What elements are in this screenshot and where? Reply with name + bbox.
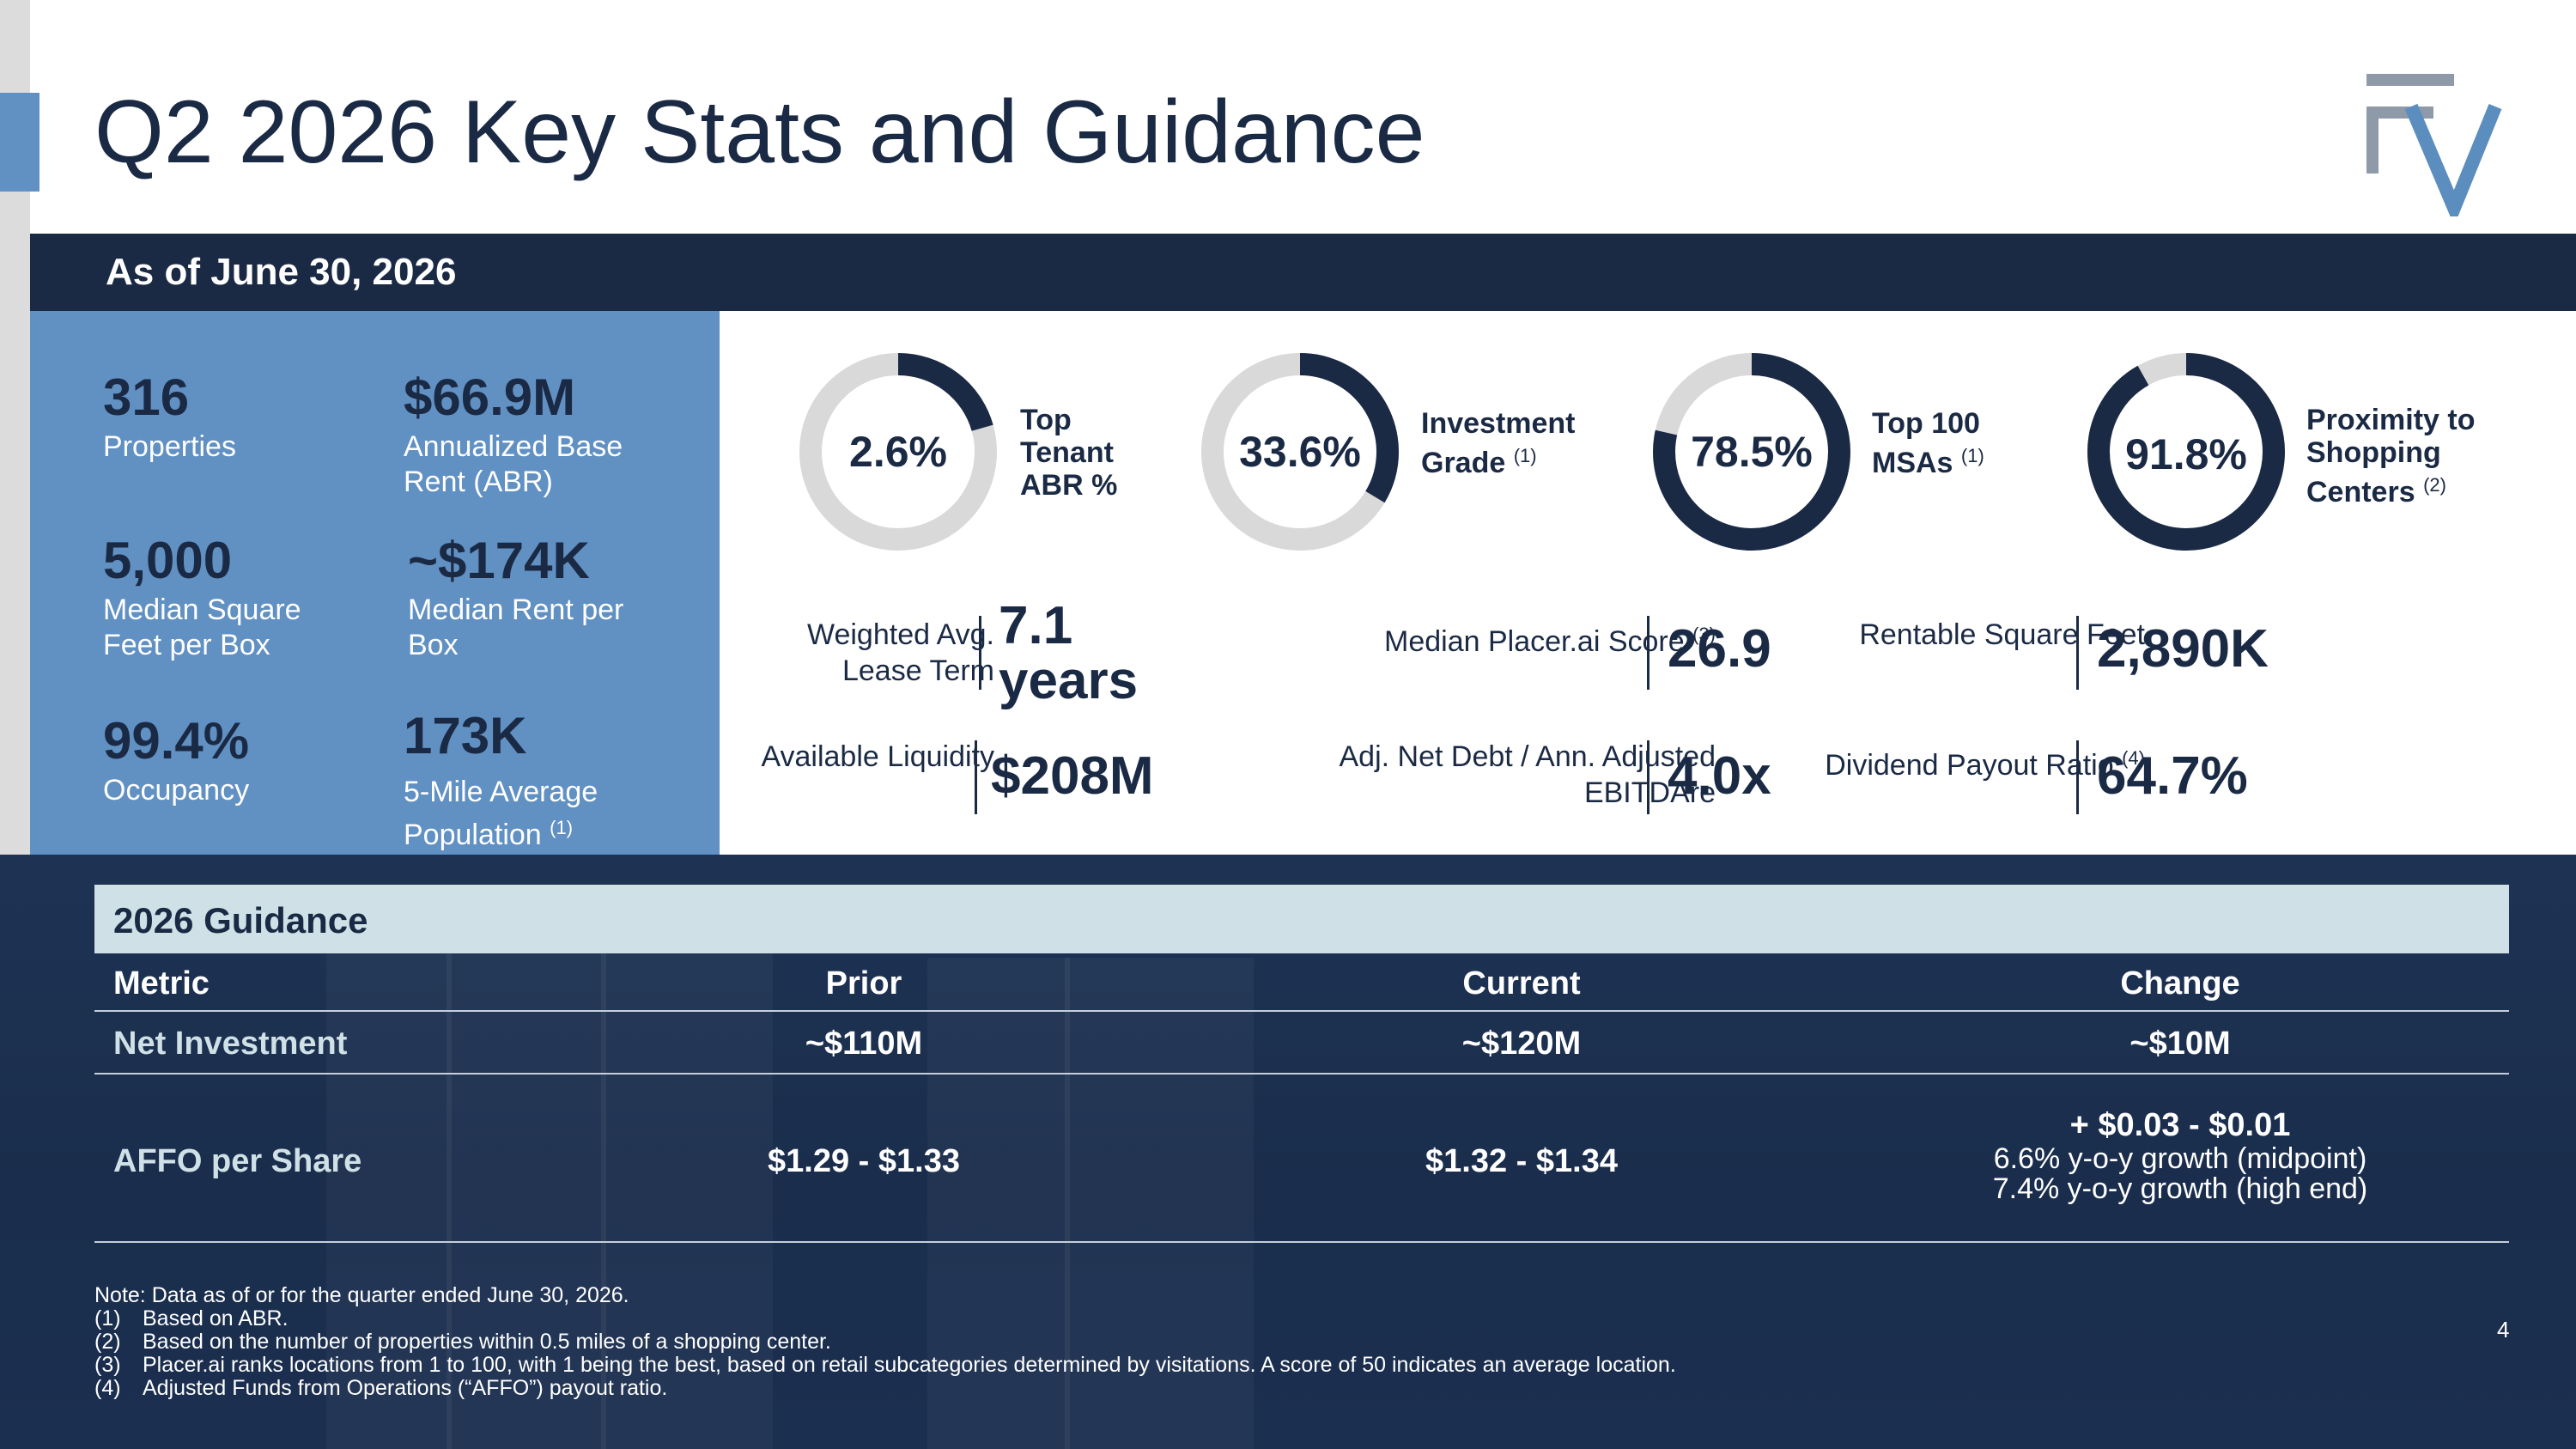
metric-label-placer-score: Median Placer.ai Score (3) [1384, 624, 1716, 658]
metric-divider [979, 616, 981, 690]
column-header-current: Current [1462, 965, 1581, 1002]
donut-arc [1653, 353, 1850, 551]
guidance-current-net-investment: ~$120M [1461, 1026, 1582, 1062]
guidance-column-header-row: Metric Prior Current Change [94, 953, 2509, 1012]
guidance-header: 2026 Guidance [94, 885, 2509, 953]
metric-divider [975, 740, 977, 814]
title-accent-bar [0, 93, 39, 192]
guidance-change-affo: + $0.03 - $0.01 [2069, 1107, 2291, 1143]
footnote-item: (3) Placer.ai ranks locations from 1 to 1… [94, 1353, 1676, 1377]
donut-label-top-tenant: Top Tenant ABR % [1020, 404, 1118, 502]
stat-label-abr: Annualized Base Rent (ABR) [404, 430, 623, 498]
stat-value-median-rent: ~$174K [408, 532, 590, 589]
stat-label-properties: Properties [103, 430, 236, 463]
stat-value-abr: $66.9M [404, 368, 576, 426]
guidance-metric-affo: AFFO per Share [113, 1143, 362, 1179]
metric-divider [2076, 616, 2079, 690]
guidance-prior-affo: $1.29 - $1.33 [768, 1143, 960, 1179]
footnote-item: (1) Based on ABR. [94, 1306, 289, 1330]
donut-label-proximity: Proximity to Shopping Centers (2) [2306, 404, 2476, 508]
guidance-change-affo-midpoint: 6.6% y-o-y growth (midpoint) [1993, 1142, 2367, 1175]
donut-arc [799, 353, 997, 551]
metric-value-placer-score: 26.9 [1668, 619, 1771, 679]
metric-label-liquidity: Available Liquidity [761, 740, 994, 773]
stat-value-properties: 316 [103, 368, 190, 426]
guidance-change-affo-high-end: 7.4% y-o-y growth (high end) [1992, 1172, 2368, 1205]
donut-label-investment-grade: Investment Grade (1) [1421, 407, 1576, 479]
metric-label-lease-term: Weighted Avg. Lease Term [806, 618, 994, 687]
metric-divider [1647, 616, 1649, 690]
metric-divider [2076, 740, 2079, 814]
donut-value-investment-grade: 33.6% [1239, 428, 1361, 476]
stat-value-population: 173K [404, 707, 527, 764]
metric-label-rentable-sqft: Rentable Square Feet [1859, 618, 2145, 651]
metric-value-rentable-sqft: 2,890K [2097, 619, 2269, 679]
as-of-date: As of June 30, 2026 [106, 251, 457, 293]
donut-chart-proximity [2087, 353, 2285, 551]
donut-value-top-tenant: 2.6% [849, 428, 947, 476]
column-header-metric: Metric [113, 965, 210, 1002]
guidance-title: 2026 Guidance [113, 900, 368, 941]
metric-value-liquidity: $208M [991, 746, 1154, 806]
donut-chart-top-msas [1653, 353, 1850, 551]
page-number: 4 [2497, 1317, 2510, 1342]
stat-label-population: 5-Mile Average Population (1) [404, 776, 598, 851]
guidance-change-net-investment: ~$10M [2129, 1026, 2231, 1062]
footnotes: Note: Data as of or for the quarter ende… [94, 1284, 1676, 1400]
stat-label-occupancy: Occupancy [103, 774, 250, 807]
donut-value-proximity: 91.8% [2125, 430, 2247, 478]
guidance-section: 2026 Guidance Metric Prior Current Chang… [0, 855, 2576, 1449]
donut-value-top-msas: 78.5% [1691, 428, 1813, 476]
guidance-row-affo: AFFO per Share $1.29 - $1.33 $1.32 - $1.… [94, 1075, 2509, 1243]
metric-value-lease-term: 7.1 years [999, 596, 1139, 710]
stat-label-median-rent: Median Rent per Box [408, 594, 624, 661]
stat-value-median-sqft: 5,000 [103, 532, 233, 589]
guidance-current-affo: $1.32 - $1.34 [1425, 1143, 1618, 1179]
background-building-line [601, 889, 606, 1449]
metric-value-payout-ratio: 64.7% [2097, 746, 2248, 806]
guidance-metric-net-investment: Net Investment [113, 1026, 348, 1062]
metric-value-net-debt: 4.0x [1668, 746, 1771, 806]
donut-chart-investment-grade [1201, 353, 1399, 551]
metric-label-net-debt: Adj. Net Debt / Ann. Adjusted EBITDAre [1339, 740, 1716, 809]
column-header-prior: Prior [825, 965, 902, 1002]
as-of-bar: As of June 30, 2026 [30, 234, 2576, 311]
metric-divider [1647, 740, 1649, 814]
column-header-change: Change [2120, 965, 2240, 1002]
key-stats-panel: 316 Properties $66.9M Annualized Base Re… [30, 311, 720, 855]
metrics-area: 2.6% Top Tenant ABR % 33.6% Investment G… [720, 311, 2576, 855]
background-building-line [447, 889, 452, 1449]
footnote-item: (2) Based on the number of properties wit… [94, 1330, 831, 1354]
stat-label-median-sqft: Median Square Feet per Box [103, 594, 301, 661]
donut-chart-top-tenant [799, 353, 997, 551]
donut-label-top-msas: Top 100 MSAs (1) [1872, 407, 1984, 479]
guidance-prior-net-investment: ~$110M [805, 1026, 923, 1062]
fv-logo [2366, 74, 2502, 216]
page-title: Q2 2026 Key Stats and Guidance [94, 82, 1425, 182]
donut-arc [1201, 353, 1399, 551]
guidance-row-net-investment: Net Investment ~$110M ~$120M ~$10M [94, 1012, 2509, 1075]
stat-value-occupancy: 99.4% [103, 712, 250, 770]
background-building-line [1065, 958, 1070, 1449]
metric-label-payout-ratio: Dividend Payout Ratio (4) [1825, 747, 2145, 782]
footnote-intro: Note: Data as of or for the quarter ende… [94, 1283, 629, 1307]
donut-arc [2087, 353, 2285, 551]
footnote-item: (4) Adjusted Funds from Operations (“AFFO… [94, 1376, 668, 1400]
